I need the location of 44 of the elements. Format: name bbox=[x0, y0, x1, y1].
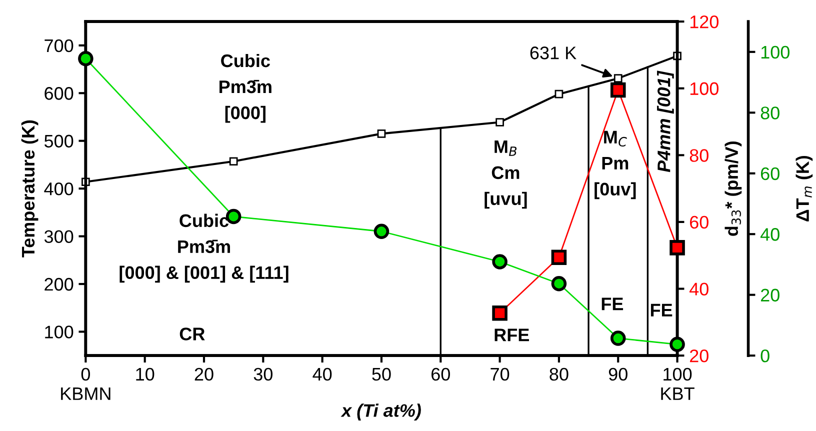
annotation: FE bbox=[650, 304, 672, 316]
y2-axis-title: d$_{33}$* (pm/V) bbox=[724, 142, 742, 236]
y2-tick-label: 20 bbox=[690, 350, 708, 362]
y2-tick-label: 60 bbox=[690, 216, 708, 229]
annotation: Cubic Pm3̄m [000] & [001] & [111] bbox=[120, 214, 288, 283]
y-tick-label: 600 bbox=[44, 87, 74, 100]
x-tick-label: 20 bbox=[194, 368, 214, 381]
y2-tick-label: 40 bbox=[690, 282, 708, 296]
x-tick-label: 0 KBMN bbox=[61, 368, 110, 400]
y3-tick-label: 100 bbox=[761, 46, 790, 59]
y-axis-title: Temperature (K) bbox=[21, 120, 38, 258]
y3-tick-label: 60 bbox=[760, 167, 780, 180]
annotation: CR bbox=[180, 328, 205, 340]
annotation: M$_{B}$ Cm [uvu] bbox=[484, 140, 527, 209]
x-tick-label: 50 bbox=[372, 368, 391, 381]
x-tick-label: 40 bbox=[312, 368, 332, 381]
x-tick-label: 80 bbox=[550, 368, 568, 381]
annotation: Cubic Pm3̄m [000] bbox=[220, 54, 272, 123]
x-axis-title: x (Ti at%) bbox=[340, 404, 421, 420]
y3-axis-title: ΔT$_{m}$ (K) bbox=[796, 156, 813, 222]
y-tick-label: 400 bbox=[44, 182, 74, 196]
y-tick-label: 300 bbox=[44, 230, 74, 243]
y-tick-label: 700 bbox=[44, 39, 74, 52]
y2-tick-label: 80 bbox=[690, 149, 708, 162]
x-tick-label: 10 bbox=[136, 368, 154, 381]
y3-tick-label: 40 bbox=[760, 228, 780, 241]
annotation: RFE bbox=[494, 328, 529, 342]
y3-tick-label: 20 bbox=[760, 288, 780, 302]
annotation: M$_{C}$ Pm [0uv] bbox=[594, 130, 636, 200]
x-tick-label: 30 bbox=[254, 368, 272, 381]
annotation: 631 K bbox=[530, 46, 576, 60]
x-tick-label: 90 bbox=[608, 368, 628, 381]
x-tick-label: 70 bbox=[490, 368, 510, 381]
y2-tick-label: 120 bbox=[690, 15, 719, 28]
y3-tick-label: 80 bbox=[760, 106, 780, 120]
x-tick-label: 100 KBT bbox=[661, 368, 694, 400]
y-tick-label: 100 bbox=[45, 326, 74, 338]
annotation: FE bbox=[602, 298, 624, 310]
annotation: P4mm [001] bbox=[657, 70, 674, 172]
y-tick-label: 200 bbox=[44, 278, 74, 291]
y2-tick-label: 100 bbox=[690, 82, 719, 96]
y-tick-label: 500 bbox=[44, 134, 74, 148]
x-tick-label: 60 bbox=[432, 368, 450, 381]
y3-tick-label: 0 bbox=[760, 350, 770, 362]
